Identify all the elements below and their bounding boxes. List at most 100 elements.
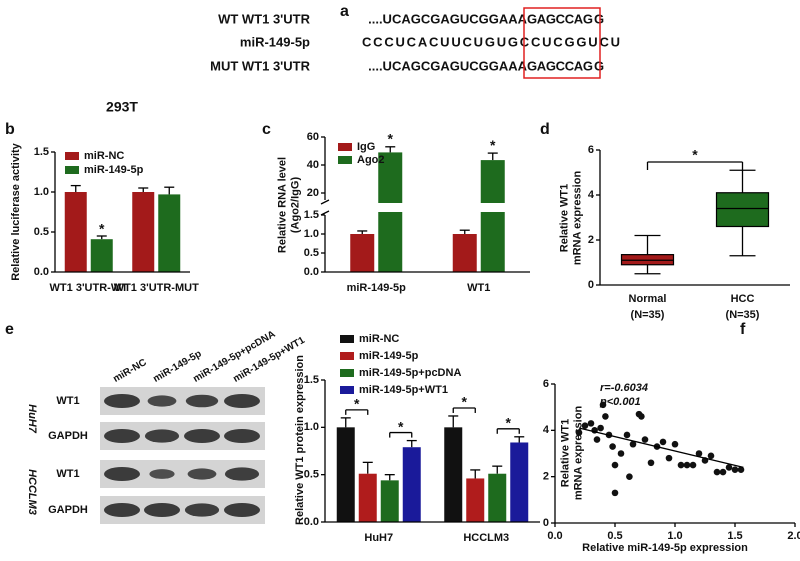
y-tick-label: 6	[588, 144, 594, 156]
point	[581, 422, 589, 430]
blot-band	[187, 468, 217, 480]
group-size: (N=35)	[631, 309, 665, 321]
y-tick-label: 6	[543, 378, 549, 390]
point	[641, 436, 649, 443]
y-tick-label: 0	[588, 279, 594, 291]
panel-label: b	[5, 121, 15, 138]
box	[715, 192, 770, 228]
point	[695, 450, 703, 457]
point	[611, 489, 619, 497]
blot-band	[224, 429, 260, 443]
sequence: G	[594, 11, 604, 26]
group-size: (N=35)	[726, 309, 760, 321]
y-tick-label: 4	[543, 424, 550, 436]
site-box	[523, 7, 601, 79]
point	[719, 468, 727, 476]
sequence: ....UCAGCGAGUCGGAAA	[368, 11, 528, 26]
bar	[452, 234, 477, 272]
cell-line-label: HuH7	[26, 404, 38, 434]
point	[731, 466, 739, 474]
point	[575, 429, 583, 436]
y-tick-label: 2	[588, 234, 594, 246]
significance: *	[490, 137, 496, 153]
bar	[444, 427, 463, 522]
legend-label: miR-149-5p	[84, 164, 144, 176]
blot-row-label: GAPDH	[48, 430, 88, 442]
legend-label: miR-149-5p	[359, 350, 419, 362]
bar	[64, 192, 87, 272]
break-mark	[320, 210, 330, 216]
y-tick-label: 0.5	[304, 247, 319, 259]
axis-break	[326, 203, 531, 212]
bar	[510, 442, 529, 522]
y-tick-label: 1.5	[304, 374, 319, 386]
point	[671, 440, 679, 448]
y-tick-label: 20	[307, 187, 319, 199]
point	[638, 413, 645, 420]
legend-swatch	[340, 352, 354, 360]
y-tick-label: 0.0	[304, 516, 319, 528]
y-axis-label: mRNA expression	[572, 406, 584, 501]
legend-swatch	[338, 156, 352, 164]
x-tick-label: HCCLM3	[463, 532, 509, 544]
point	[626, 473, 633, 480]
panel-label: d	[540, 121, 550, 138]
y-tick-label: 1.0	[304, 228, 319, 240]
point	[737, 466, 745, 474]
bar	[132, 192, 155, 272]
point	[707, 452, 715, 460]
cell-line-label: HCCLM3	[26, 469, 38, 515]
legend-swatch	[338, 143, 352, 151]
y-tick-label: 1.0	[304, 421, 319, 433]
legend-label: miR-NC	[84, 150, 124, 162]
bar	[480, 160, 505, 272]
panel-label: a	[340, 3, 349, 20]
x-tick-label: miR-149-5p	[347, 282, 407, 294]
point	[713, 468, 721, 476]
significance: *	[354, 396, 360, 412]
y-axis-label: Relative luciferase activity	[10, 142, 22, 280]
y-axis-label: Relative WT1	[559, 419, 571, 487]
significance: *	[398, 418, 404, 434]
binding-site: GAGCCAG	[527, 11, 593, 26]
sequence-label: WT WT1 3'UTR	[218, 11, 311, 26]
blot-row-label: WT1	[56, 395, 79, 407]
blot-band	[184, 503, 220, 517]
x-tick-label: HuH7	[364, 532, 393, 544]
blot-band	[224, 467, 260, 481]
significance: *	[692, 147, 698, 163]
point	[597, 424, 604, 432]
point	[599, 401, 607, 409]
y-tick-label: 1.0	[34, 186, 49, 198]
blot-band	[104, 467, 140, 481]
x-tick-label: WT1	[467, 282, 490, 294]
legend-swatch	[340, 335, 354, 343]
bar	[466, 478, 485, 522]
legend-label: Ago2	[357, 154, 385, 166]
legend-swatch	[340, 386, 354, 394]
blot-row-label: GAPDH	[48, 504, 88, 516]
x-tick-label: WT1 3'UTR-WT	[50, 282, 129, 294]
bar	[358, 473, 377, 522]
x-tick-label: 1.5	[727, 530, 742, 542]
y-axis-label: Relative WT1 protein expression	[294, 355, 306, 525]
point	[629, 440, 637, 448]
bar	[488, 473, 507, 522]
point	[617, 450, 625, 457]
legend-label: miR-149-5p+pcDNA	[359, 367, 461, 379]
y-axis-label: mRNA expression	[571, 171, 583, 266]
x-tick-label: 2.0	[787, 530, 800, 542]
blot-band	[104, 394, 140, 408]
bar	[380, 480, 399, 522]
point	[623, 431, 631, 439]
legend-label: miR-NC	[359, 333, 399, 345]
blot-band	[104, 429, 140, 443]
significance: *	[388, 131, 394, 147]
legend-swatch	[65, 166, 79, 174]
blot-row-label: WT1	[56, 468, 79, 480]
blot-band	[185, 394, 219, 408]
sequence-label: MUT WT1 3'UTR	[210, 58, 310, 73]
blot-band	[224, 503, 260, 517]
y-tick-label: 0.5	[304, 469, 319, 481]
y-tick-label: 0	[543, 517, 549, 529]
